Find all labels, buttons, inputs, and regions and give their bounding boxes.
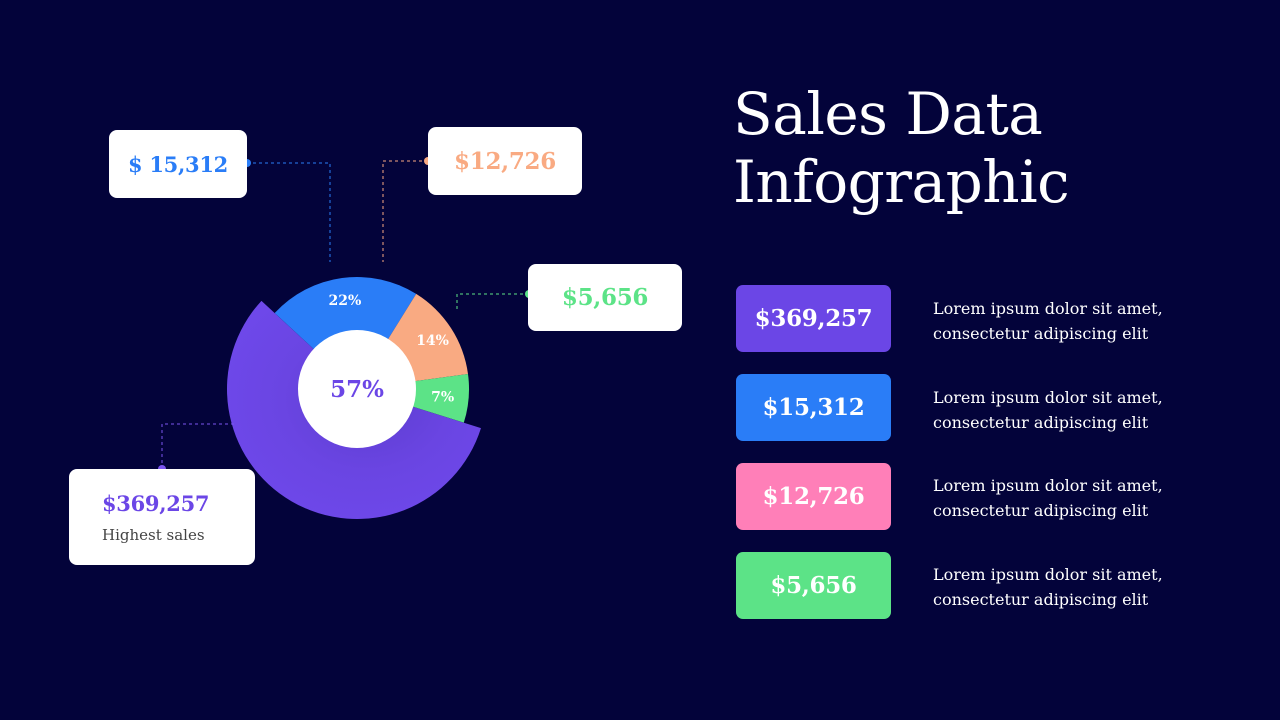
- center-label: 57%: [330, 376, 384, 403]
- blue-callout-value: $ 15,312: [128, 151, 228, 177]
- legend-description-line: consectetur adipiscing elit: [933, 413, 1149, 432]
- legend-description-line: consectetur adipiscing elit: [933, 501, 1149, 520]
- legend-description: Lorem ipsum dolor sit amet, consectetur …: [933, 385, 1233, 435]
- purple-callout: $369,257 Highest sales: [69, 469, 255, 565]
- pie-slice-label: 7%: [431, 389, 454, 405]
- donut-center: [298, 330, 416, 448]
- purple-callout-caption: Highest sales: [102, 525, 205, 544]
- legend-description-line: Lorem ipsum dolor sit amet,: [933, 299, 1163, 318]
- legend-value-box: $12,726: [736, 463, 891, 530]
- legend-description-line: consectetur adipiscing elit: [933, 324, 1149, 343]
- legend-value: $15,312: [762, 394, 865, 421]
- peach-callout-value: $12,726: [454, 147, 556, 175]
- legend-value-box: $15,312: [736, 374, 891, 441]
- purple-callout-value: $369,257: [102, 490, 210, 516]
- legend-value: $369,257: [754, 305, 873, 332]
- legend-description: Lorem ipsum dolor sit amet, consectetur …: [933, 473, 1233, 523]
- connector-lines: [161, 160, 529, 469]
- legend-value: $5,656: [770, 572, 857, 599]
- legend-description: Lorem ipsum dolor sit amet, consectetur …: [933, 562, 1233, 612]
- green-connector-line: [456, 293, 529, 312]
- pie-slice-label: 22%: [329, 293, 362, 309]
- peach-connector-line: [382, 160, 428, 262]
- legend-value-box: $5,656: [736, 552, 891, 619]
- green-callout-value: $5,656: [561, 284, 649, 311]
- legend-description-line: consectetur adipiscing elit: [933, 590, 1149, 609]
- purple-connector-line: [161, 423, 235, 469]
- peach-callout: $12,726: [428, 127, 582, 195]
- legend-description: Lorem ipsum dolor sit amet, consectetur …: [933, 296, 1233, 346]
- legend-description-line: Lorem ipsum dolor sit amet,: [933, 388, 1163, 407]
- legend-description-line: Lorem ipsum dolor sit amet,: [933, 476, 1163, 495]
- pie-slice-label: 14%: [416, 333, 449, 349]
- page-title: Sales Data Infographic: [733, 80, 1070, 216]
- title-line-1: Sales Data: [733, 80, 1043, 148]
- title-line-2: Infographic: [733, 148, 1070, 216]
- blue-connector-line: [247, 162, 331, 262]
- legend-value-box: $369,257: [736, 285, 891, 352]
- blue-callout: $ 15,312: [109, 130, 247, 198]
- green-callout: $5,656: [528, 264, 682, 331]
- legend-description-line: Lorem ipsum dolor sit amet,: [933, 565, 1163, 584]
- legend-value: $12,726: [762, 483, 865, 510]
